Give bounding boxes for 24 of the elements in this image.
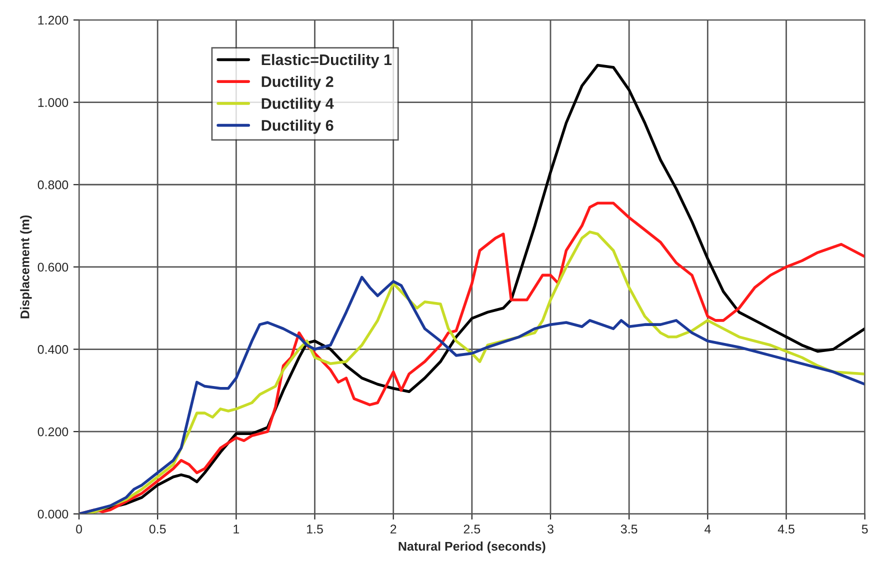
y-tick-label: 1.200 — [38, 16, 68, 25]
x-tick-label: 3 — [548, 524, 554, 534]
y-axis-title: Displacement (m) — [20, 215, 32, 318]
legend-label: Elastic=Ductility 1 — [262, 54, 392, 68]
y-tick-label: 0.600 — [38, 262, 68, 272]
x-tick-label: 0.5 — [149, 524, 166, 534]
legend-label: Ductility 2 — [262, 76, 334, 90]
x-tick-label: 1.5 — [307, 524, 323, 534]
x-tick-label: 2.5 — [464, 524, 480, 534]
y-tick-label: 0.000 — [38, 510, 68, 519]
x-axis-title: Natural Period (seconds) — [398, 542, 546, 554]
legend-label: Ductility 6 — [262, 120, 334, 134]
y-tick-label: 1.000 — [38, 98, 68, 107]
y-tick-label: 0.200 — [38, 427, 68, 436]
y-tick-label: 0.400 — [38, 345, 68, 354]
x-tick-label: 5 — [862, 524, 868, 534]
y-tick-label: 0.800 — [38, 180, 68, 190]
x-tick-label: 4 — [704, 524, 711, 534]
x-tick-label: 3.5 — [620, 524, 638, 534]
x-tick-label: 2 — [390, 524, 396, 534]
legend-label: Ductility 4 — [262, 98, 334, 112]
x-tick-label: 1 — [234, 524, 240, 534]
x-tick-label: 4.5 — [778, 524, 794, 534]
x-tick-label: 0 — [76, 524, 82, 534]
